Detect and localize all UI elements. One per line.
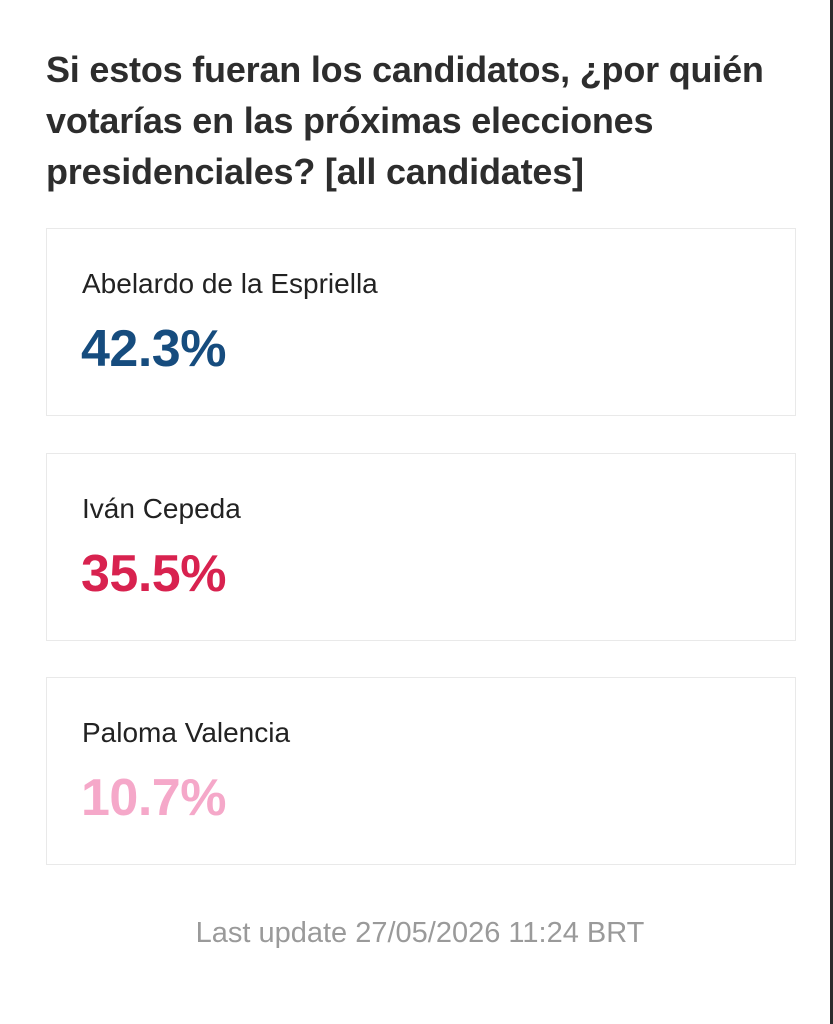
candidate-name: Iván Cepeda (82, 493, 241, 524)
poll-question: Si estos fueran los candidatos, ¿por qui… (46, 49, 764, 192)
screen-edge (830, 0, 833, 1024)
candidate-percentage: 10.7% (81, 769, 226, 827)
candidate-percentage: 35.5% (81, 545, 226, 603)
candidate-percentage: 42.3% (81, 320, 226, 378)
candidate-card-ivan-cepeda: Iván Cepeda 35.5% (46, 453, 796, 641)
candidate-name: Paloma Valencia (82, 717, 291, 748)
candidate-card-paloma-valencia: Paloma Valencia 10.7% (46, 677, 796, 865)
candidate-name: Abelardo de la Espriella (82, 268, 378, 299)
last-update-text: Last update 27/05/2026 11:24 BRT (195, 917, 645, 949)
candidate-card-abelardo-de-la-espriella: Abelardo de la Espriella 42.3% (46, 228, 796, 416)
